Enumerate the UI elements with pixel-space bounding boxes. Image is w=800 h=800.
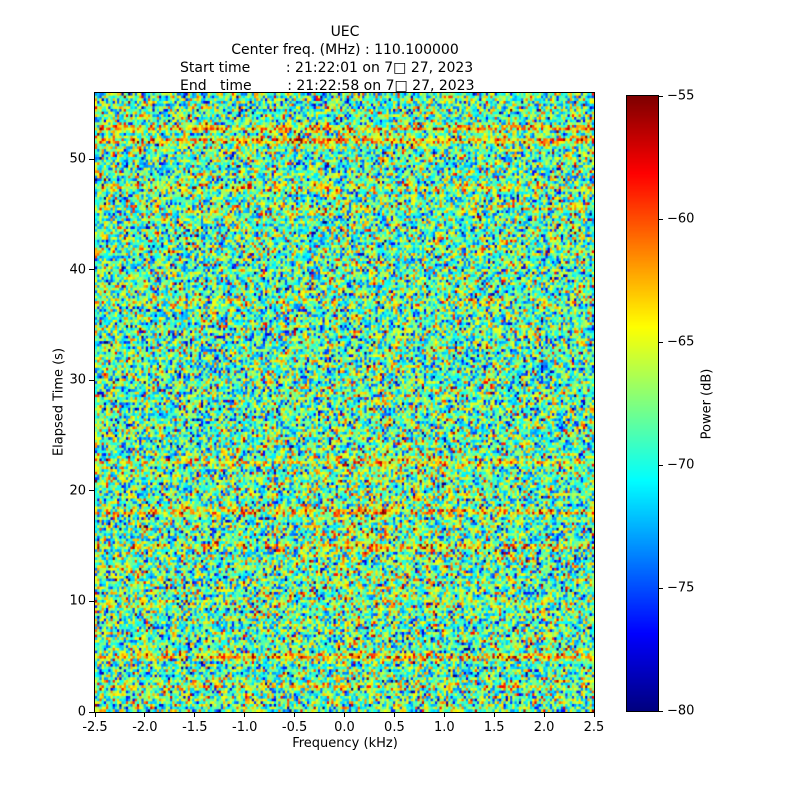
x-tick-mark: [543, 713, 545, 717]
colorbar-frame: [626, 95, 659, 712]
y-tick-mark: [89, 490, 94, 492]
y-tick-mark: [89, 711, 94, 713]
colorbar-tick-label: −80: [667, 703, 695, 719]
axes-frame: [94, 92, 595, 713]
x-tick-mark: [344, 713, 345, 717]
y-tick-label: 30: [69, 372, 86, 388]
colorbar-gradient: [627, 96, 658, 711]
x-tick-mark: [294, 713, 296, 717]
y-tick-mark: [89, 269, 94, 271]
y-tick-label: 40: [69, 262, 86, 278]
x-tick-label: -2.0: [132, 720, 158, 735]
x-tick-label: -1.0: [232, 720, 258, 735]
colorbar-tick-mark: [659, 464, 663, 466]
x-tick-label: 2.5: [583, 720, 605, 735]
x-tick-label: -2.5: [82, 720, 108, 735]
y-tick-mark: [89, 379, 94, 381]
x-tick-mark: [244, 713, 246, 717]
start-time-line: Start time : 21:22:01 on 7□ 27, 2023: [180, 60, 474, 76]
x-tick-label: -0.5: [281, 720, 308, 735]
colorbar-tick-mark: [659, 341, 663, 343]
colorbar-tick-mark: [659, 218, 663, 220]
x-tick-label: 0.5: [384, 720, 405, 735]
x-tick-mark: [443, 713, 445, 717]
x-tick-mark: [94, 713, 96, 717]
y-tick-label: 20: [69, 483, 86, 499]
y-tick-label: 50: [69, 151, 86, 167]
x-tick-label: 0.0: [334, 720, 355, 735]
x-tick-mark: [194, 713, 196, 717]
end-time-line: End time : 21:22:58 on 7□ 27, 2023: [180, 78, 475, 94]
y-tick-label: 10: [69, 593, 86, 609]
x-tick-mark: [593, 713, 595, 717]
x-tick-label: 1.0: [433, 720, 455, 735]
colorbar-tick-mark: [659, 587, 663, 589]
x-tick-mark: [144, 713, 146, 717]
colorbar-tick-label: −65: [667, 334, 695, 350]
colorbar-label: Power (dB): [699, 368, 715, 440]
y-tick-mark: [89, 600, 94, 602]
y-axis-label: Elapsed Time (s): [51, 347, 67, 457]
x-axis-label: Frequency (kHz): [292, 736, 398, 751]
spectrogram-heatmap: [95, 93, 594, 712]
x-tick-mark: [493, 713, 495, 717]
colorbar-tick-label: −75: [667, 580, 695, 596]
x-tick-label: 1.5: [483, 720, 505, 735]
x-tick-label: -1.5: [182, 720, 208, 735]
y-tick-mark: [89, 158, 94, 160]
y-tick-label: 0: [77, 704, 86, 720]
colorbar-tick-label: −70: [667, 457, 695, 473]
plot-title: UEC: [330, 24, 360, 40]
colorbar-tick-label: −55: [667, 88, 695, 104]
center-frequency-line: Center freq. (MHz) : 110.100000: [231, 42, 459, 58]
x-tick-label: 2.0: [533, 720, 555, 735]
x-tick-mark: [393, 713, 395, 717]
colorbar-tick-mark: [659, 710, 663, 712]
colorbar-tick-label: −60: [667, 211, 695, 227]
colorbar-tick-mark: [659, 95, 663, 97]
